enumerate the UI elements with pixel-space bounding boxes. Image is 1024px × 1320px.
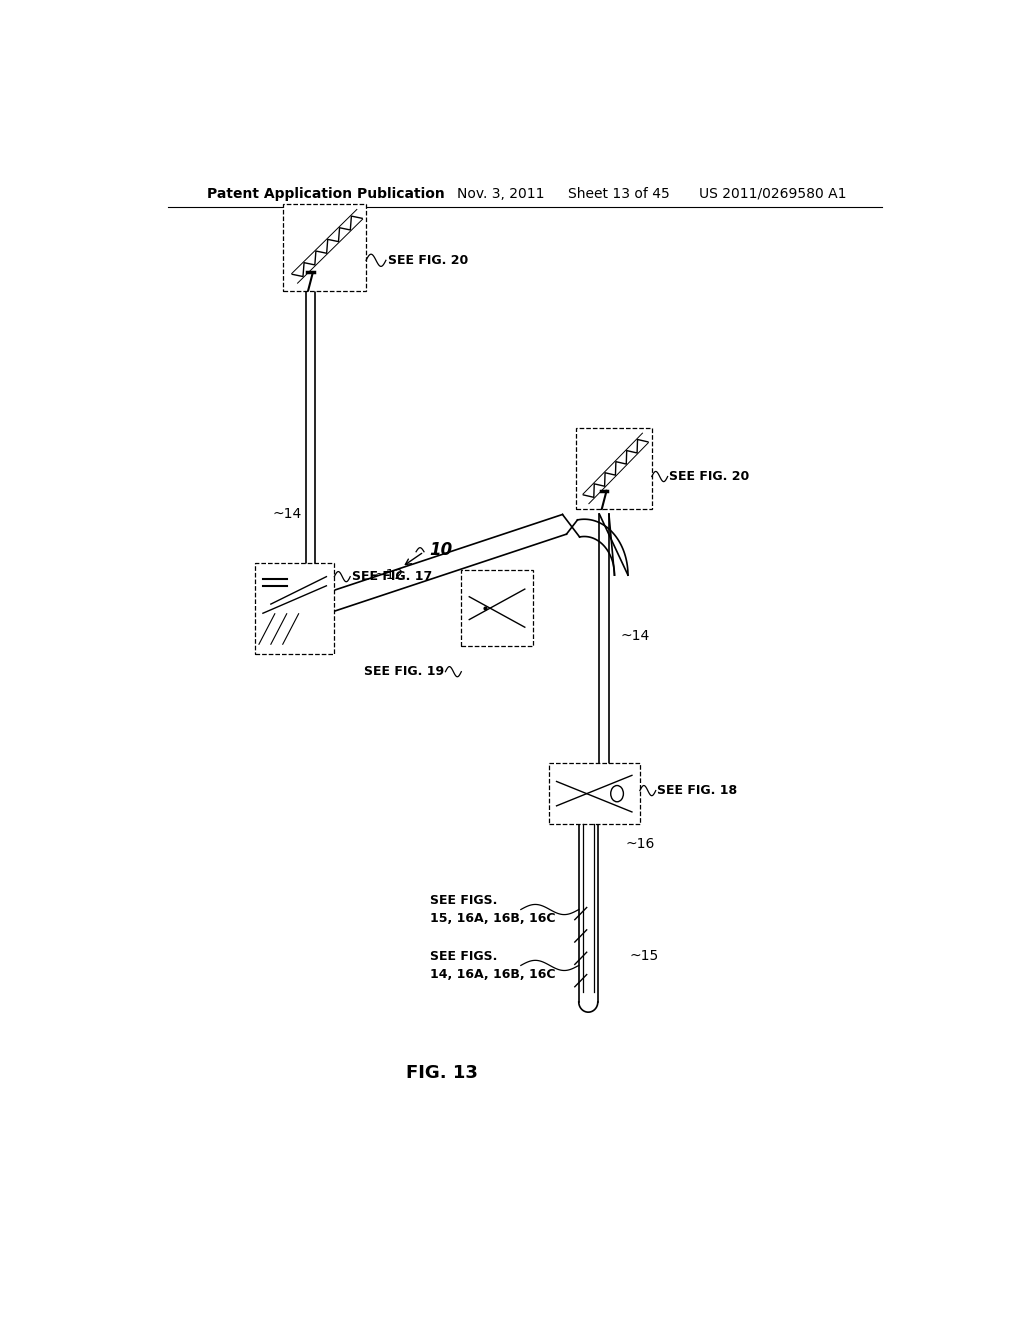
Text: Nov. 3, 2011: Nov. 3, 2011 <box>458 187 545 201</box>
Text: SEE FIG. 18: SEE FIG. 18 <box>657 784 737 797</box>
Text: ~12: ~12 <box>374 568 403 582</box>
Bar <box>255 562 334 655</box>
Text: SEE FIG. 19: SEE FIG. 19 <box>364 665 443 678</box>
Text: SEE FIG. 17: SEE FIG. 17 <box>352 570 432 583</box>
Bar <box>283 205 367 290</box>
Text: SEE FIG. 20: SEE FIG. 20 <box>670 470 750 483</box>
Text: 14, 16A, 16B, 16C: 14, 16A, 16B, 16C <box>430 968 555 981</box>
Text: ~15: ~15 <box>630 949 658 962</box>
Text: Sheet 13 of 45: Sheet 13 of 45 <box>568 187 670 201</box>
Text: 15, 16A, 16B, 16C: 15, 16A, 16B, 16C <box>430 912 555 925</box>
Text: US 2011/0269580 A1: US 2011/0269580 A1 <box>699 187 847 201</box>
Text: SEE FIG. 20: SEE FIG. 20 <box>388 253 469 267</box>
Bar <box>549 763 640 824</box>
Bar <box>461 570 532 647</box>
Text: Patent Application Publication: Patent Application Publication <box>207 187 445 201</box>
Text: SEE FIGS.: SEE FIGS. <box>430 950 497 962</box>
Text: ~14: ~14 <box>621 630 650 643</box>
Text: 10: 10 <box>430 541 453 558</box>
Text: ~14: ~14 <box>272 507 302 521</box>
Text: ~16: ~16 <box>626 837 655 851</box>
Text: SEE FIGS.: SEE FIGS. <box>430 894 497 907</box>
Text: FIG. 13: FIG. 13 <box>406 1064 477 1082</box>
Bar <box>577 428 651 510</box>
